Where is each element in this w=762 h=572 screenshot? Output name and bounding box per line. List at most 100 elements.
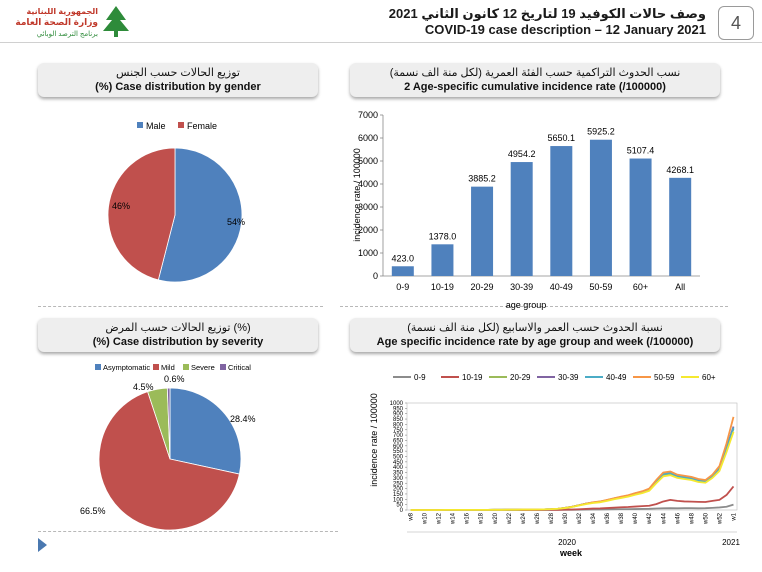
series-line-20-29 <box>410 428 735 511</box>
line-y-tick-label: 500 <box>393 455 404 461</box>
line-x-tick-label: w10 <box>423 512 429 525</box>
legend-label-female: Female <box>187 121 217 131</box>
legend-label-mild: Mild <box>161 363 175 372</box>
legend-label-critical: Critical <box>228 363 251 372</box>
ministry-logo: الجمهورية اللبنانية وزارة الصحة العامة ب… <box>15 6 129 38</box>
gender-legend: Male Female <box>137 121 217 131</box>
legend-label-asymptomatic: Asymptomatic <box>103 363 150 372</box>
legend-swatch-female <box>178 122 184 128</box>
next-slide-arrow-icon[interactable] <box>38 538 47 552</box>
line-y-tick-label: 750 <box>393 428 404 434</box>
divider-bottom <box>38 531 338 532</box>
bar-40-49 <box>550 146 573 276</box>
line-x-tick-label: w22 <box>507 512 513 525</box>
severity-slice-mild <box>98 391 240 531</box>
bar-x-tick-label: 0-9 <box>396 282 409 292</box>
bar-x-tick-label: All <box>675 282 685 292</box>
line-x-tick-label: w46 <box>675 512 681 525</box>
line-x-tick-label: w34 <box>591 512 597 525</box>
severity-slices <box>98 387 242 531</box>
legend-label-severe: Severe <box>191 363 215 372</box>
weekly-panel-title: نسبة الحدوث حسب العمر والاسابيع (لكل منة… <box>350 318 720 352</box>
divider-left <box>38 306 323 307</box>
bar-data-label: 5107.4 <box>627 146 655 156</box>
severity-title-english: (%) Case distribution by severity <box>92 336 264 348</box>
cedar-icon <box>103 6 129 37</box>
bar-x-tick-label: 60+ <box>633 282 648 292</box>
bar-y-tick-label: 7000 <box>358 110 378 120</box>
line-series <box>410 416 735 511</box>
legend-swatch-mild <box>153 364 159 370</box>
bar-60+ <box>629 158 652 276</box>
line-x-tick-label: w12 <box>437 512 443 525</box>
age-panel-title: نسب الحدوث التراكمية حسب الفئة العمرية (… <box>350 63 720 97</box>
legend-swatch-male <box>137 122 143 128</box>
gender-slice-female <box>107 147 176 281</box>
legend-label-male: Male <box>146 121 166 131</box>
legend-label-60+: 60+ <box>702 373 716 382</box>
data-label-critical: 0.6% <box>164 374 185 384</box>
line-x-tick-label: w44 <box>661 512 667 525</box>
gender-pie-chart: Male Female 54% 46% <box>107 121 245 283</box>
line-x-tick-label: w38 <box>619 512 625 525</box>
age-title-arabic: نسب الحدوث التراكمية حسب الفئة العمرية (… <box>389 67 681 79</box>
line-x-tick-label: w32 <box>577 512 583 525</box>
line-y-tick-label: 450 <box>393 460 404 466</box>
weekly-line-chart: 0-9 10-19 20-29 30-39 40-49 50-59 60+ 05010015… <box>369 373 740 558</box>
bar-data-label: 4954.2 <box>508 149 536 159</box>
bar-data-label: 1378.0 <box>429 231 457 241</box>
header-title-english: COVID-19 case description – 12 January 2… <box>424 22 706 37</box>
line-x-tick-label: w52 <box>717 512 723 525</box>
line-y-tick-label: 550 <box>393 449 404 455</box>
bar-50-59 <box>589 139 612 276</box>
severity-title-arabic: توزيع الحالات حسب المرض (%) <box>105 322 251 334</box>
line-x-tick-label: w20 <box>493 512 499 525</box>
series-line-50-59 <box>410 416 735 511</box>
series-line-40-49 <box>410 427 735 511</box>
line-y-tick-label: 0 <box>400 508 404 514</box>
gender-panel-title: توزيع الحالات حسب الجنس (%) Case distrib… <box>38 63 318 97</box>
year-label-2020: 2020 <box>558 538 576 547</box>
line-x-tick-label: w24 <box>521 512 527 525</box>
bar-x-tick-label: 30-39 <box>510 282 533 292</box>
bar-30-39 <box>510 162 533 276</box>
logo-text-line3: برنامج الترصد الوبائي <box>37 31 98 38</box>
line-y-tick-label: 200 <box>393 487 404 493</box>
bar-10-19 <box>431 244 454 276</box>
severity-panel-title: توزيع الحالات حسب المرض (%) (%) Case dis… <box>38 318 318 352</box>
line-y-tick-label: 100 <box>393 497 404 503</box>
weekly-title-arabic: نسبة الحدوث حسب العمر والاسابيع (لكل منة… <box>407 322 663 334</box>
bar-data-label: 3885.2 <box>468 174 496 184</box>
legend-swatch-critical <box>220 364 226 370</box>
legend-label-40-49: 40-49 <box>606 373 627 382</box>
divider-right <box>340 306 728 307</box>
severity-slice-asymptomatic <box>169 387 242 475</box>
logo-text-line1: الجمهورية اللبنانية <box>26 7 98 16</box>
severity-slice-critical <box>166 387 171 460</box>
bar-y-tick-label: 3000 <box>358 202 378 212</box>
data-label-asymptomatic: 28.4% <box>230 414 256 424</box>
line-y-tick-label: 850 <box>393 417 404 423</box>
line-x-tick-label: w40 <box>633 512 639 525</box>
line-y-axis: 0501001502002503003504004505005506006507… <box>390 401 737 533</box>
line-y-tick-label: 350 <box>393 471 404 477</box>
bar-x-axis-title: age group <box>506 300 547 310</box>
line-y-tick-label: 400 <box>393 465 404 471</box>
logo-text-line2: وزارة الصحة العامة <box>15 17 98 28</box>
line-x-tick-label: w16 <box>465 512 471 525</box>
legend-label-30-39: 30-39 <box>558 373 579 382</box>
series-line-60+ <box>410 431 735 511</box>
line-x-tick-label: w42 <box>647 512 653 525</box>
line-y-axis-title: incidence rate / 100000 <box>369 393 379 487</box>
series-line-30-39 <box>410 426 735 511</box>
age-title-english: 2 Age-specific cumulative incidence rate… <box>404 81 666 93</box>
bar-data-label: 5925.2 <box>587 127 615 137</box>
line-x-tick-label: w28 <box>549 512 555 525</box>
line-y-tick-label: 900 <box>393 412 404 418</box>
weekly-title-english: Age specific incidence rate by age group… <box>376 336 694 348</box>
bar-data-label: 5650.1 <box>548 133 576 143</box>
line-x-tick-label: w8 <box>409 512 415 521</box>
bar-data-label: 423.0 <box>392 253 415 263</box>
bar-y-axis-title: incidence rate / 100000 <box>352 148 362 242</box>
bar-y-tick-label: 4000 <box>358 179 378 189</box>
